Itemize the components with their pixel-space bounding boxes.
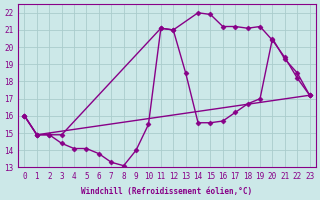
X-axis label: Windchill (Refroidissement éolien,°C): Windchill (Refroidissement éolien,°C): [82, 187, 252, 196]
